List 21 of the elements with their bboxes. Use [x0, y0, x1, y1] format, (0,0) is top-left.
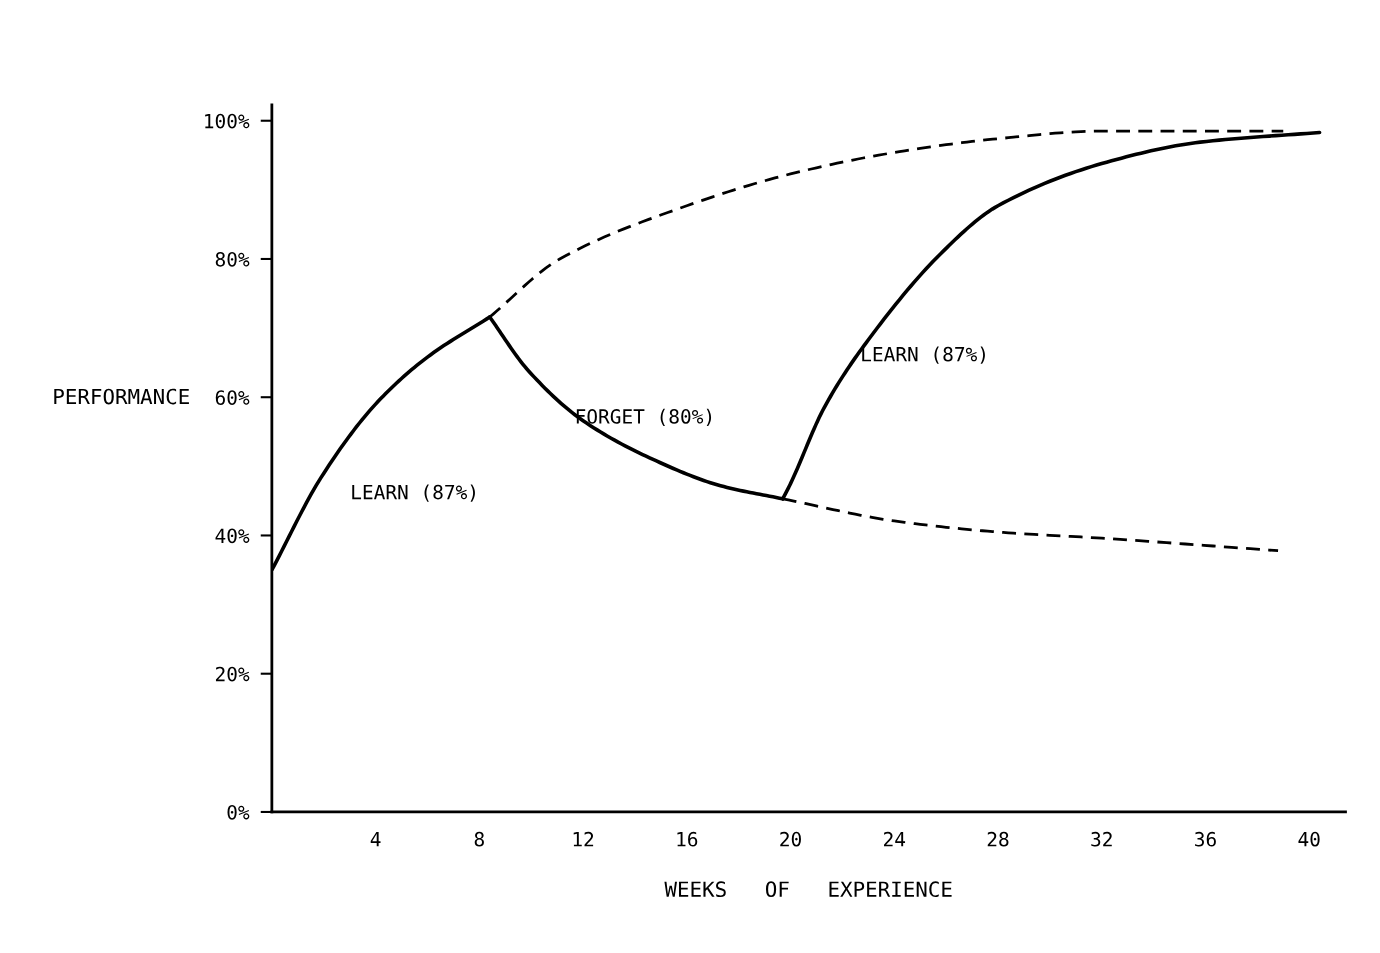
x-tick-label: 28 — [987, 831, 1009, 847]
y-tick-label: 60% — [215, 390, 250, 405]
y-tick-label: 80% — [215, 251, 250, 267]
x-tick-label: 12 — [573, 831, 594, 847]
x-tick-label: 32 — [1091, 831, 1112, 847]
x-tick-label: 24 — [884, 831, 906, 847]
x-axis-title: WEEKS OF EXPERIENCE — [664, 881, 952, 898]
y-tick-label: 0% — [227, 804, 250, 820]
y-tick-label: 100% — [205, 113, 250, 129]
y-axis-title: PERFORMANCE — [54, 388, 189, 405]
annotation: LEARN (87%) — [862, 346, 985, 364]
x-tick-label: 40 — [1298, 831, 1320, 847]
x-tick-label: 36 — [1195, 831, 1216, 847]
y-tick-label: 40% — [215, 528, 250, 544]
annotation: FORGET (80%) — [576, 408, 712, 427]
x-tick-label: 8 — [474, 831, 484, 847]
y-tick-label: 20% — [215, 666, 250, 682]
x-tick-label: 20 — [780, 831, 801, 847]
x-tick-label: 4 — [370, 832, 381, 847]
x-tick-label: 16 — [677, 831, 698, 847]
annotation: LEARN (87%) — [352, 484, 475, 502]
